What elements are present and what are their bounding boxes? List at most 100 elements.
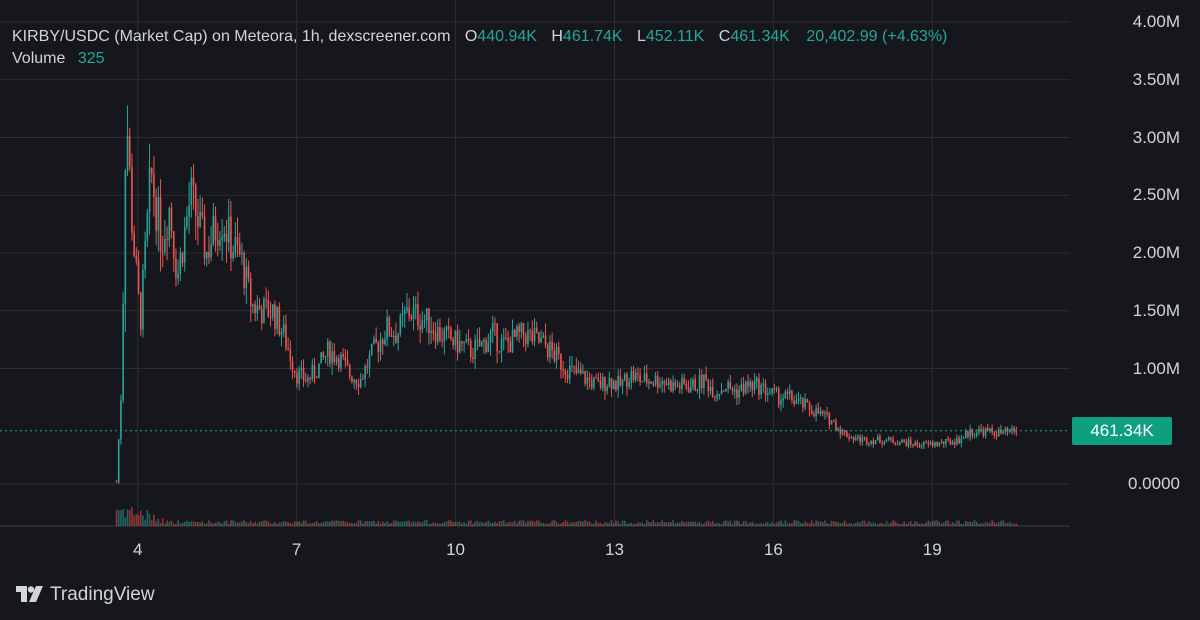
- volume-bar: [579, 521, 582, 526]
- candle-body: [562, 369, 564, 371]
- volume-bar: [421, 522, 424, 526]
- candle-body: [159, 197, 162, 252]
- volume-bar: [249, 520, 252, 526]
- candle-body: [337, 358, 340, 369]
- volume-bar: [993, 521, 996, 526]
- candle-body: [808, 402, 811, 411]
- candle-body: [342, 354, 344, 357]
- volume-bar: [1011, 523, 1013, 526]
- volume-bar: [590, 523, 593, 526]
- candle-body: [929, 442, 932, 445]
- candle-body: [254, 304, 256, 313]
- candle-body: [373, 338, 375, 344]
- open-key: O: [464, 28, 478, 45]
- volume-bar: [414, 522, 417, 526]
- candle-body: [652, 383, 655, 385]
- volume-bar: [562, 522, 564, 526]
- candle-body: [678, 385, 681, 389]
- volume-bar: [364, 521, 366, 526]
- volume-bar: [705, 521, 707, 526]
- candle-body: [439, 326, 441, 341]
- candle-body: [157, 197, 160, 231]
- volume-bar: [586, 521, 589, 526]
- volume-bar: [419, 522, 421, 526]
- volume-bar: [843, 520, 846, 526]
- candle-body: [923, 442, 925, 447]
- candle-body: [551, 341, 553, 351]
- volume-bar: [795, 520, 798, 526]
- candle-body: [500, 338, 503, 352]
- candle-body: [219, 240, 221, 246]
- candle-body: [296, 372, 298, 384]
- volume-bar: [612, 523, 615, 526]
- volume-bar: [777, 521, 780, 526]
- candle-body: [386, 317, 388, 340]
- volume-bar: [949, 523, 952, 526]
- volume-bar: [703, 523, 705, 526]
- volume-bar: [236, 522, 239, 526]
- volume-bar: [476, 520, 479, 526]
- candle-body: [302, 367, 305, 381]
- volume-bar: [285, 521, 287, 526]
- volume-bar: [879, 523, 881, 526]
- volume-bar: [964, 520, 967, 526]
- volume-bar: [650, 522, 652, 526]
- volume-bar: [967, 521, 969, 526]
- candle-body: [133, 232, 135, 257]
- candle-body: [458, 341, 461, 353]
- y-tick-label: 0.0000: [1128, 474, 1180, 493]
- candle-body: [318, 363, 320, 379]
- candle-body: [291, 361, 294, 371]
- candle-body: [852, 437, 855, 441]
- volume-bar: [441, 523, 443, 526]
- candle-body: [186, 216, 188, 228]
- volume-bar: [821, 521, 824, 526]
- candle-body: [307, 377, 309, 382]
- candle-body: [760, 384, 762, 395]
- volume-bar: [740, 523, 743, 526]
- candle-body: [368, 354, 371, 368]
- volume-bar: [731, 523, 734, 526]
- volume-bar: [931, 520, 934, 526]
- volume-bar: [410, 522, 413, 526]
- volume-bar: [846, 523, 848, 526]
- volume-bar: [181, 522, 184, 526]
- candle-body: [344, 356, 347, 361]
- candle-body: [267, 299, 270, 317]
- candle-body: [247, 266, 250, 279]
- candle-body: [199, 212, 201, 227]
- volume-bar: [947, 520, 949, 526]
- candle-body: [705, 374, 707, 380]
- volume-bar: [408, 520, 410, 526]
- volume-bar: [311, 523, 314, 526]
- candle-body: [590, 380, 593, 388]
- candle-body: [401, 313, 404, 316]
- volume-bar: [733, 520, 736, 526]
- volume-bar: [813, 523, 815, 526]
- candle-body: [685, 384, 688, 389]
- volume-bar: [601, 523, 604, 526]
- candle-body: [841, 430, 844, 435]
- tradingview-brand[interactable]: TradingView: [16, 584, 155, 606]
- candle-body: [441, 340, 443, 342]
- y-tick-label: 1.50M: [1132, 300, 1180, 320]
- candle-body: [645, 373, 648, 384]
- candle-body: [601, 376, 604, 388]
- candle-body: [392, 335, 395, 338]
- candle-body: [397, 334, 399, 343]
- volume-bar: [672, 520, 674, 526]
- volume-bar: [973, 520, 976, 526]
- volume-bar: [406, 520, 408, 526]
- volume-bar: [678, 522, 681, 526]
- volume-bar: [263, 520, 265, 526]
- candle-body: [507, 337, 509, 342]
- volume-bar: [395, 520, 397, 526]
- candle-body: [421, 320, 424, 330]
- candle-body: [606, 386, 608, 391]
- candle-body: [293, 370, 296, 373]
- candle-body: [659, 384, 661, 388]
- candle-body: [131, 166, 133, 233]
- volume-bar: [914, 521, 916, 526]
- volume-bar: [769, 523, 771, 526]
